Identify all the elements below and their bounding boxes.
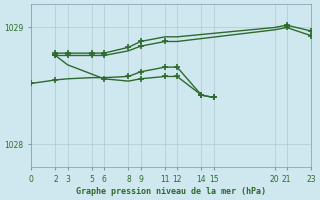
X-axis label: Graphe pression niveau de la mer (hPa): Graphe pression niveau de la mer (hPa): [76, 187, 266, 196]
